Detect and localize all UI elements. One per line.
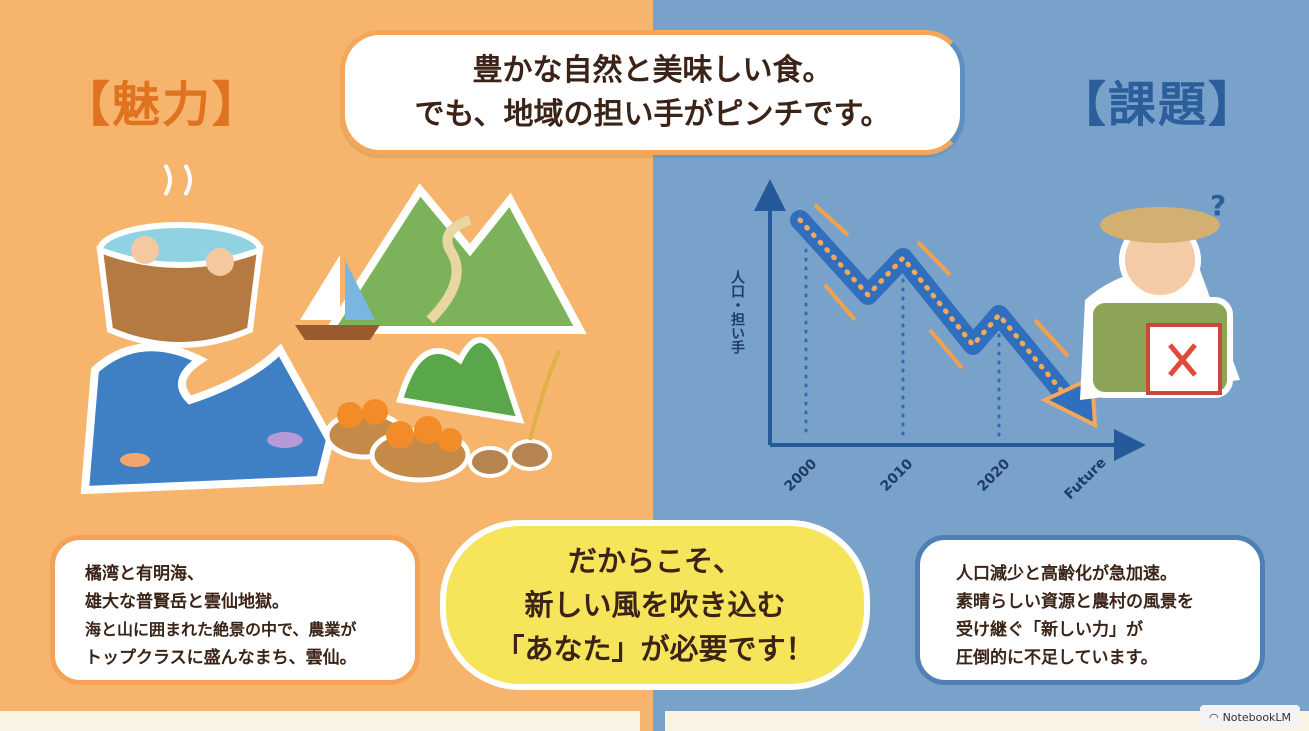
down-arrow-icon [916, 240, 952, 277]
issue-text-line: 圧倒的に不足しています。 [956, 648, 1158, 668]
attraction-text-line: 雄大な普賢岳と雲仙地獄。 [85, 592, 289, 612]
issue-label: 【課題】 [1058, 77, 1259, 133]
mountain-icon [322, 183, 587, 334]
cta-line: だからこそ、 [567, 544, 742, 578]
nature-illustration [80, 163, 587, 495]
notebooklm-logo-icon: ◠ [1208, 710, 1219, 724]
y-axis-label: 人口・担い手 [729, 269, 745, 355]
attraction-text-line: トップクラスに盛んなまち、雲仙。 [85, 648, 357, 668]
down-arrow-icon [813, 203, 850, 237]
notebooklm-badge: ◠ NotebookLM [1200, 705, 1300, 729]
wave-icon [80, 343, 335, 495]
x-tick-label: 2020 [975, 456, 1014, 495]
issue-text-line: 人口減少と高齢化が急加速。 [956, 564, 1177, 584]
cta-line: 新しい風を吹き込む [524, 588, 786, 622]
attraction-label: 【魅力】 [62, 77, 263, 133]
hot-spring-tub-icon [96, 163, 264, 348]
down-arrow-icon [823, 283, 857, 322]
bottom-band-left [0, 711, 640, 731]
x-tick-label: 2010 [878, 456, 917, 495]
sailboat-icon [295, 255, 380, 340]
down-arrow-icon [1033, 318, 1070, 358]
title-line-2: でも、地域の担い手がピンチです。 [414, 96, 891, 132]
title-line-1: 豊かな自然と美味しい食。 [472, 52, 833, 88]
issue-text-line: 素晴らしい資源と農村の風景を [956, 592, 1194, 612]
attraction-bubble: 橘湾と有明海、 雄大な普賢岳と雲仙地獄。 海と山に囲まれた絶景の中で、農業が ト… [50, 535, 420, 685]
x-tick-label: 2000 [782, 456, 821, 495]
title-box: 豊かな自然と美味しい食。 でも、地域の担い手がピンチです。 [340, 30, 965, 155]
x-tick-label: Future [1062, 455, 1110, 503]
down-arrow-icon [928, 328, 964, 370]
call-to-action-bubble: だからこそ、 新しい風を吹き込む 「あなた」が必要です！ [440, 520, 870, 690]
svg-text:?: ? [1210, 189, 1226, 222]
badge-label: NotebookLM [1222, 710, 1292, 724]
population-chart: 人口・担い手 2000 2010 2020 Future ? [729, 179, 1240, 503]
worried-farmer-icon: ? [1080, 189, 1240, 400]
issue-text-line: 受け継ぐ「新しい力」が [956, 620, 1143, 640]
trend-line [790, 210, 1075, 405]
bottom-band-right [665, 711, 1309, 731]
attraction-text-line: 橘湾と有明海、 [85, 564, 204, 584]
cta-line: 「あなた」が必要です！ [495, 632, 815, 666]
attraction-text-line: 海と山に囲まれた絶景の中で、農業が [85, 620, 357, 639]
vegetable-basket-icon [324, 337, 562, 483]
issue-bubble: 人口減少と高齢化が急加速。 素晴らしい資源と農村の風景を 受け継ぐ「新しい力」が… [915, 535, 1265, 685]
